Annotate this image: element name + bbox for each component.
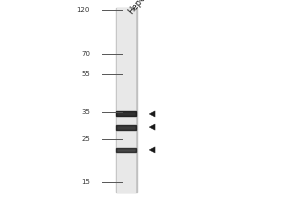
Text: 55: 55 [81,71,90,77]
Polygon shape [149,147,155,153]
Text: 120: 120 [76,7,90,13]
Bar [116,111,136,116]
Text: 15: 15 [81,179,90,185]
Text: 25: 25 [81,136,90,142]
Bar [116,125,136,130]
Text: HepG2: HepG2 [126,0,152,16]
Polygon shape [149,111,155,117]
Text: 70: 70 [81,51,90,57]
Text: 35: 35 [81,109,90,115]
Polygon shape [149,124,155,130]
Bar [117,8,135,192]
Bar [116,8,136,192]
Bar [116,148,136,152]
